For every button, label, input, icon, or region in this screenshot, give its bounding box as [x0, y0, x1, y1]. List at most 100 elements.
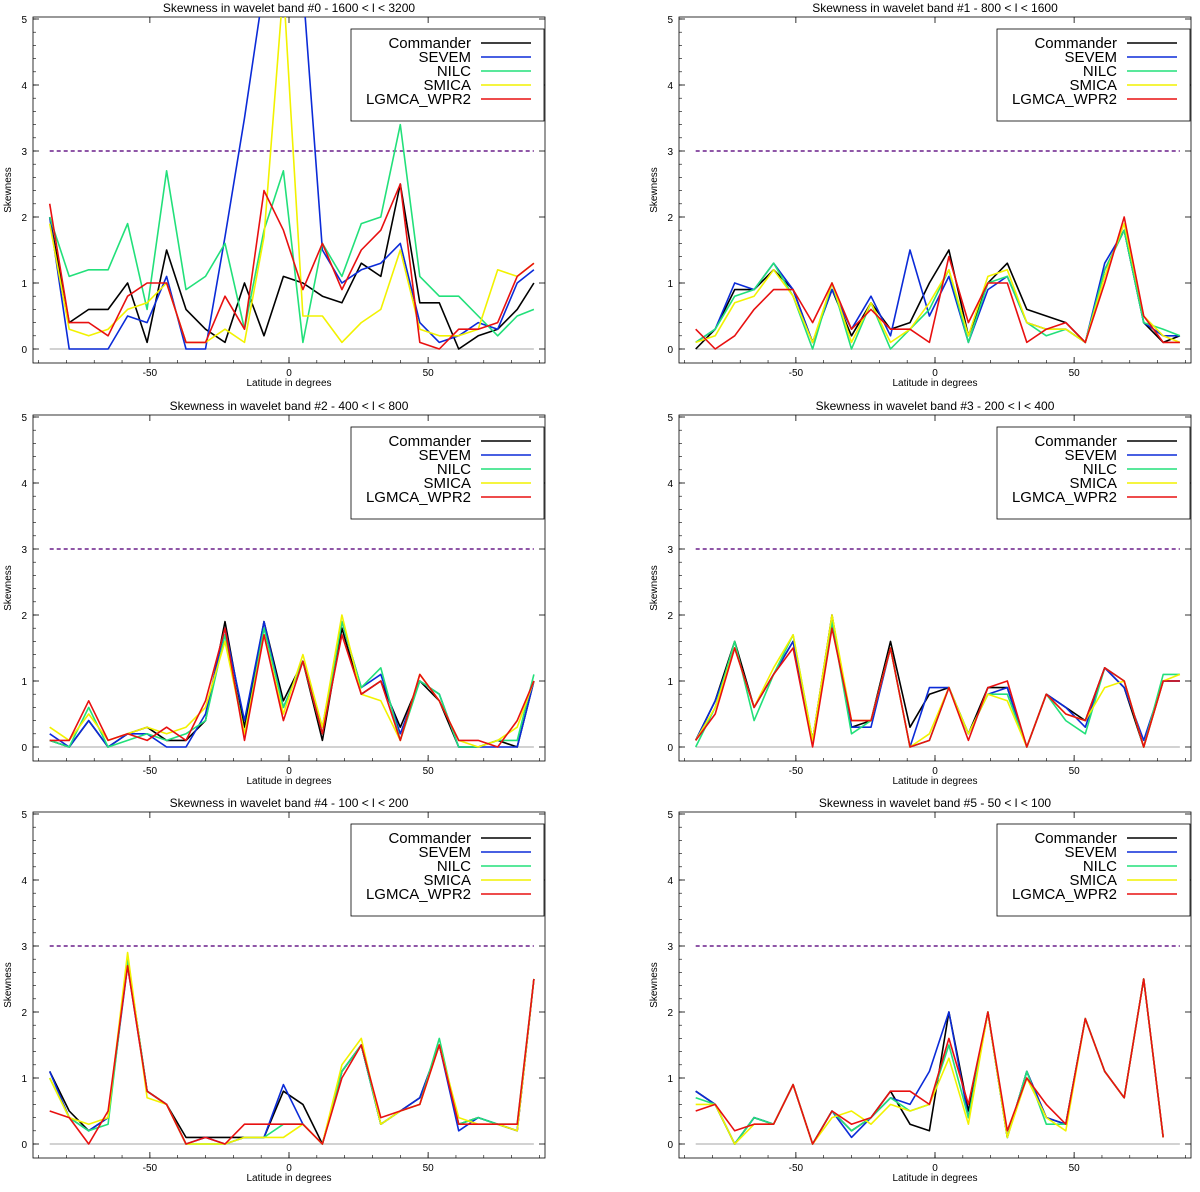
- legend-label: Commander: [388, 35, 471, 52]
- series-line-sevem: [48, 17, 535, 350]
- legend-label: SEVEM: [418, 447, 471, 464]
- y-axis-label: Skewness: [649, 167, 660, 213]
- y-tick-label: 5: [21, 413, 27, 424]
- y-tick-label: 5: [21, 15, 27, 26]
- series-line-lgmca-wpr2: [695, 627, 1180, 748]
- x-tick-label: -50: [789, 368, 804, 379]
- y-tick-label: 2: [667, 1008, 673, 1019]
- x-tick-label: 50: [1069, 766, 1081, 777]
- y-tick-label: 4: [21, 876, 27, 887]
- y-axis-label: Skewness: [649, 962, 660, 1008]
- y-tick-label: 2: [21, 611, 27, 622]
- series-line-sevem: [695, 229, 1180, 344]
- x-tick-label: -50: [143, 766, 158, 777]
- x-tick-label: -50: [789, 1163, 804, 1174]
- legend-label: SMICA: [423, 77, 471, 94]
- y-tick-label: 2: [667, 611, 673, 622]
- x-axis-label: Latitude in degrees: [892, 776, 977, 787]
- y-tick-label: 2: [21, 1008, 27, 1019]
- chart-panel-1: Skewness in wavelet band #1 - 800 < l < …: [649, 1, 1192, 389]
- legend-label: Commander: [1034, 830, 1117, 847]
- y-tick-label: 4: [667, 876, 673, 887]
- legend-label: Commander: [388, 830, 471, 847]
- y-tick-label: 1: [21, 1074, 27, 1085]
- x-tick-label: 0: [286, 368, 292, 379]
- legend-box: [350, 28, 545, 122]
- y-tick-label: 0: [667, 743, 673, 754]
- y-axis-label: Skewness: [649, 565, 660, 611]
- x-tick-label: 50: [423, 766, 435, 777]
- y-tick-label: 5: [667, 15, 673, 26]
- legend-label: SMICA: [1069, 77, 1117, 94]
- y-tick-label: 0: [667, 345, 673, 356]
- series-line-commander: [48, 183, 535, 350]
- series-group: [695, 978, 1164, 1145]
- chart-title: Skewness in wavelet band #5 - 50 < l < 1…: [819, 796, 1051, 810]
- y-tick-label: 0: [21, 345, 27, 356]
- y-tick-label: 4: [21, 479, 27, 490]
- legend-label: SEVEM: [418, 844, 471, 861]
- legend-label: SEVEM: [1064, 49, 1117, 66]
- x-tick-label: 50: [1069, 368, 1081, 379]
- y-tick-label: 1: [667, 279, 673, 290]
- legend-label: LGMCA_WPR2: [366, 886, 471, 903]
- series-line-smica: [695, 222, 1181, 344]
- y-tick-label: 4: [21, 81, 27, 92]
- y-tick-label: 5: [667, 413, 673, 424]
- y-tick-label: 0: [667, 1140, 673, 1151]
- series-line-smica: [48, 17, 535, 344]
- y-tick-label: 3: [21, 942, 27, 953]
- legend-label: LGMCA_WPR2: [1012, 886, 1117, 903]
- y-tick-label: 5: [667, 810, 673, 821]
- series-group: [694, 614, 1181, 748]
- x-tick-label: 50: [1069, 1163, 1081, 1174]
- y-tick-label: 3: [667, 545, 673, 556]
- chart-panel-0: Skewness in wavelet band #0 - 1600 < l <…: [3, 1, 546, 389]
- legend-label: NILC: [1083, 63, 1117, 80]
- series-line-lgmca-wpr2: [48, 183, 535, 350]
- y-tick-label: 4: [667, 81, 673, 92]
- chart-title: Skewness in wavelet band #1 - 800 < l < …: [812, 1, 1058, 15]
- y-tick-label: 1: [667, 677, 673, 688]
- legend-label: NILC: [437, 63, 471, 80]
- series-line-lgmca-wpr2: [49, 964, 535, 1145]
- series-group: [695, 216, 1181, 350]
- y-tick-label: 4: [667, 479, 673, 490]
- y-tick-label: 3: [667, 942, 673, 953]
- series-line-lgmca-wpr2: [695, 216, 1180, 350]
- legend-label: LGMCA_WPR2: [366, 489, 471, 506]
- series-line-smica: [695, 614, 1181, 748]
- series-line-nilc: [48, 123, 535, 344]
- x-tick-label: -50: [143, 1163, 158, 1174]
- legend-box: [350, 823, 545, 917]
- y-tick-label: 0: [21, 1140, 27, 1151]
- legend-label: SEVEM: [418, 49, 471, 66]
- legend-label: NILC: [1083, 858, 1117, 875]
- y-tick-label: 0: [21, 743, 27, 754]
- legend-label: NILC: [1083, 461, 1117, 478]
- legend-box: [996, 823, 1191, 917]
- legend-box: [350, 426, 545, 520]
- series-line-smica: [49, 614, 535, 748]
- y-tick-label: 2: [21, 213, 27, 224]
- legend-label: SMICA: [1069, 475, 1117, 492]
- series-line-lgmca-wpr2: [49, 627, 535, 748]
- x-tick-label: -50: [143, 368, 158, 379]
- series-group: [48, 951, 535, 1145]
- legend-label: NILC: [437, 858, 471, 875]
- legend-label: SMICA: [423, 475, 471, 492]
- x-axis-label: Latitude in degrees: [892, 1173, 977, 1184]
- x-axis-label: Latitude in degrees: [246, 378, 331, 389]
- legend-label: Commander: [388, 433, 471, 450]
- x-axis-label: Latitude in degrees: [246, 1173, 331, 1184]
- chart-title: Skewness in wavelet band #4 - 100 < l < …: [170, 796, 409, 810]
- x-tick-label: -50: [789, 766, 804, 777]
- series-line-commander: [694, 614, 1180, 748]
- x-tick-label: 50: [423, 1163, 435, 1174]
- y-tick-label: 3: [667, 147, 673, 158]
- x-tick-label: 0: [286, 1163, 292, 1174]
- series-line-nilc: [695, 229, 1181, 350]
- legend-label: NILC: [437, 461, 471, 478]
